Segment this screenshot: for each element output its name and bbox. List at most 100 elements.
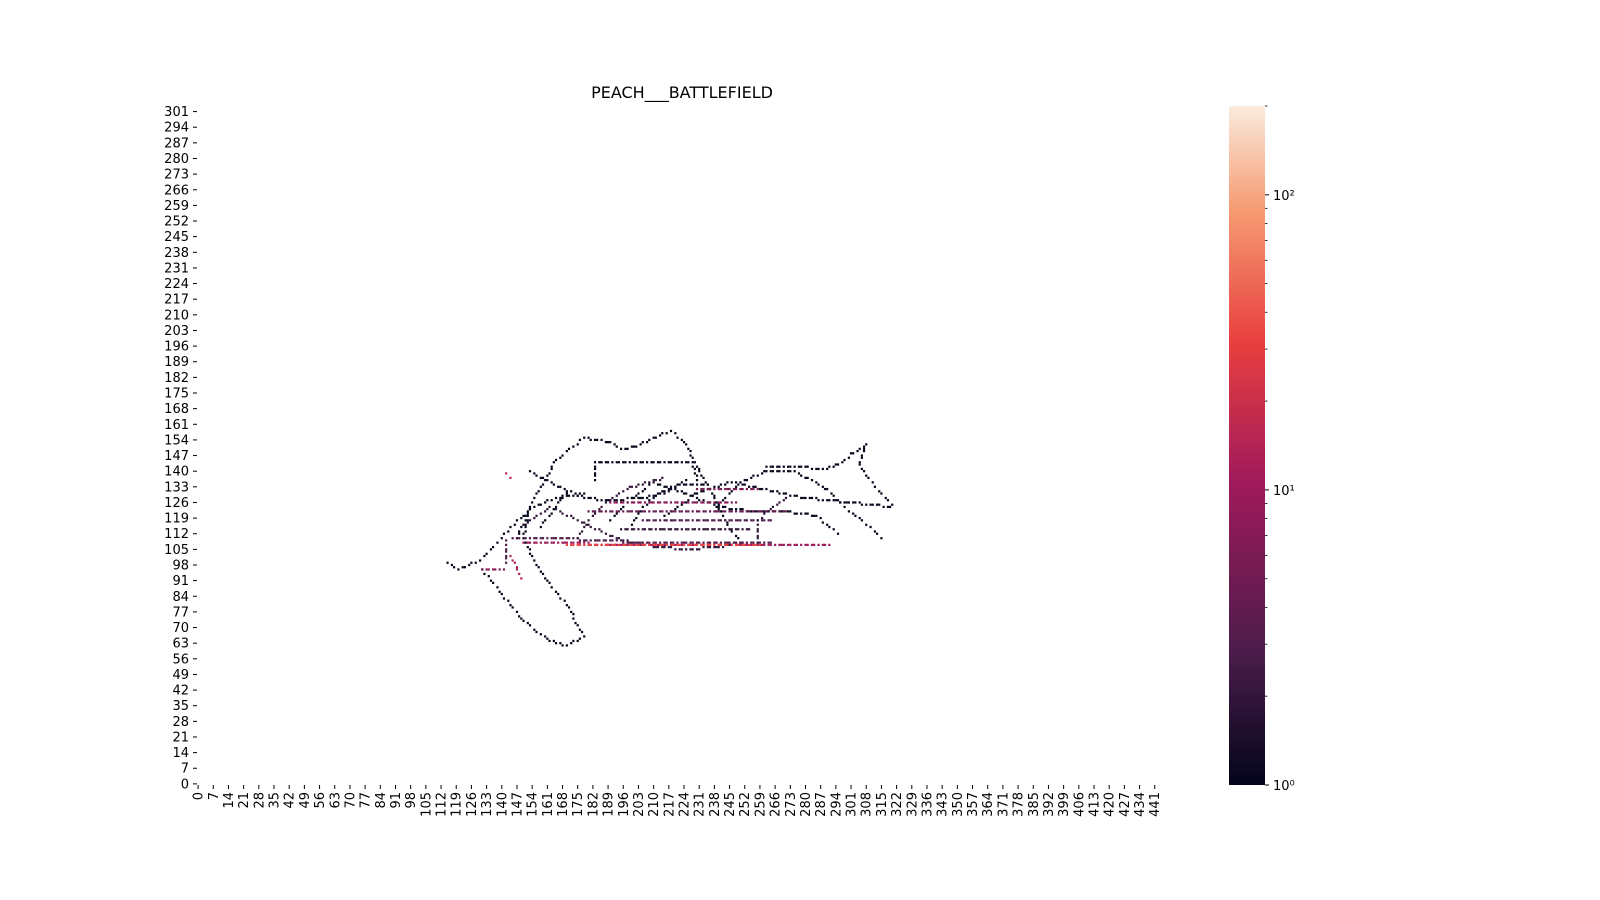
heatmap-cell bbox=[767, 543, 770, 547]
y-tick-label: 77 bbox=[172, 605, 189, 620]
heatmap-cell bbox=[554, 458, 558, 462]
heatmap-cell bbox=[596, 539, 599, 542]
heatmap-cell bbox=[713, 546, 716, 549]
heatmap-cell bbox=[626, 510, 629, 513]
heatmap-cell bbox=[507, 530, 510, 533]
heatmap-cell bbox=[572, 639, 575, 643]
heatmap-cell bbox=[593, 512, 597, 515]
heatmap-cell bbox=[663, 546, 666, 549]
heatmap-cell bbox=[672, 541, 675, 544]
heatmap-cell bbox=[841, 461, 844, 464]
heatmap-cell bbox=[509, 554, 512, 558]
y-tick-label: 133 bbox=[164, 480, 189, 495]
heatmap-cell bbox=[546, 479, 549, 482]
heatmap-cell bbox=[617, 543, 621, 547]
heatmap-cell bbox=[624, 528, 627, 531]
heatmap-cell bbox=[539, 512, 542, 515]
heatmap-cell bbox=[713, 501, 716, 504]
heatmap-cell bbox=[646, 503, 649, 506]
heatmap-cell bbox=[782, 465, 785, 468]
heatmap-cell bbox=[804, 476, 807, 479]
heatmap-cell bbox=[730, 501, 733, 504]
heatmap-cell bbox=[615, 537, 618, 540]
heatmap-cell bbox=[706, 541, 709, 544]
heatmap-cell bbox=[810, 514, 814, 517]
heatmap-cell bbox=[600, 543, 603, 547]
heatmap-cell bbox=[763, 541, 766, 544]
heatmap-cell bbox=[717, 528, 720, 531]
heatmap-cell bbox=[487, 568, 490, 571]
heatmap-cell bbox=[778, 492, 781, 495]
heatmap-cell bbox=[750, 476, 753, 479]
heatmap-cell bbox=[559, 485, 562, 488]
heatmap-cell bbox=[663, 541, 666, 544]
heatmap-cell bbox=[554, 496, 558, 500]
heatmap-cell bbox=[589, 525, 592, 529]
heatmap-cell bbox=[739, 508, 742, 511]
heatmap-cell bbox=[667, 512, 670, 515]
x-tick-label: 371 bbox=[996, 792, 1011, 817]
heatmap-cell bbox=[593, 474, 597, 477]
x-tick-label: 392 bbox=[1042, 792, 1057, 817]
heatmap-cell bbox=[565, 644, 568, 647]
heatmap-cell bbox=[862, 445, 866, 448]
heatmap-cell bbox=[717, 501, 720, 504]
heatmap-cell bbox=[815, 496, 818, 500]
heatmap-cell bbox=[550, 467, 553, 471]
heatmap-cell bbox=[706, 487, 709, 491]
heatmap-cell bbox=[741, 528, 744, 531]
heatmap-cell bbox=[541, 572, 545, 576]
heatmap-cell bbox=[659, 528, 662, 531]
heatmap-cell bbox=[741, 510, 744, 513]
heatmap-cell bbox=[593, 510, 597, 513]
x-tick-label: 385 bbox=[1027, 792, 1042, 817]
heatmap-cell bbox=[526, 519, 529, 522]
heatmap-cell bbox=[858, 501, 861, 504]
heatmap-cell bbox=[767, 519, 770, 522]
heatmap-cell bbox=[607, 499, 610, 502]
heatmap-cell bbox=[637, 492, 640, 495]
heatmap-cell bbox=[708, 541, 712, 544]
heatmap-cell bbox=[891, 503, 894, 506]
heatmap-cell bbox=[602, 539, 605, 542]
heatmap-cell bbox=[672, 543, 675, 547]
heatmap-cell bbox=[615, 512, 618, 515]
y-tick-label: 301 bbox=[164, 105, 189, 120]
heatmap-cell bbox=[763, 519, 766, 522]
heatmap-cell bbox=[611, 461, 614, 464]
heatmap-cell bbox=[518, 537, 521, 540]
heatmap-cell bbox=[680, 541, 683, 544]
heatmap-cell bbox=[648, 510, 651, 513]
y-tick-label: 28 bbox=[172, 715, 189, 730]
heatmap-cell bbox=[524, 537, 527, 540]
heatmap-cell bbox=[691, 465, 694, 468]
heatmap-cell bbox=[836, 532, 840, 535]
heatmap-cell bbox=[641, 483, 644, 486]
heatmap-cell bbox=[450, 563, 453, 567]
heatmap-cell bbox=[550, 465, 553, 468]
heatmap-cell bbox=[628, 543, 631, 547]
heatmap-cell bbox=[652, 436, 655, 439]
heatmap-cell bbox=[533, 537, 536, 540]
heatmap-cell bbox=[765, 465, 768, 468]
heatmap-cell bbox=[650, 543, 653, 547]
heatmap-cell bbox=[682, 543, 686, 547]
y-tick-label: 196 bbox=[164, 340, 189, 355]
heatmap-cell bbox=[535, 541, 538, 544]
heatmap-cell bbox=[721, 510, 725, 513]
heatmap-cell bbox=[847, 501, 850, 504]
heatmap-cell bbox=[505, 548, 508, 551]
heatmap-cell bbox=[849, 452, 853, 455]
heatmap-cell bbox=[617, 510, 621, 513]
heatmap-cell bbox=[730, 519, 733, 522]
heatmap-cell bbox=[520, 525, 523, 529]
heatmap-cell bbox=[871, 503, 874, 506]
heatmap-cell bbox=[750, 487, 753, 491]
heatmap-cell bbox=[706, 543, 709, 547]
heatmap-cell bbox=[719, 519, 722, 522]
heatmap-cell bbox=[656, 492, 660, 495]
heatmap-cell bbox=[526, 621, 529, 625]
heatmap-cell bbox=[743, 543, 746, 547]
heatmap-cell bbox=[635, 510, 638, 513]
x-tick-label: 112 bbox=[435, 792, 450, 817]
